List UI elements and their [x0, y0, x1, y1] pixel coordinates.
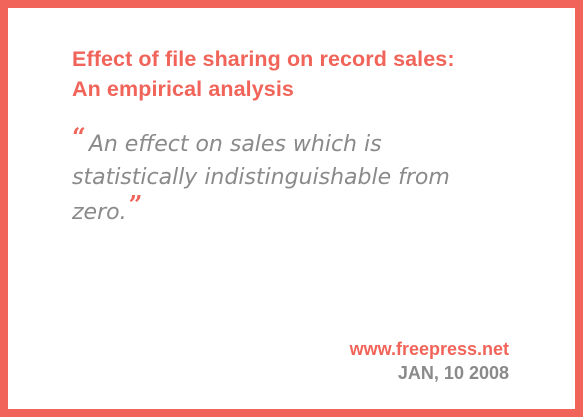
source-website: www.freepress.net [349, 339, 509, 359]
headline-line-2: An empirical analysis [72, 77, 294, 101]
headline-line-1: Effect of file sharing on record sales: [72, 47, 455, 71]
headline: Effect of file sharing on record sales: … [72, 44, 542, 104]
source-date: JAN, 10 2008 [397, 363, 509, 383]
quote-text: An effect on sales which is statisticall… [72, 132, 450, 225]
open-quote-mark: “ [72, 122, 86, 151]
close-quote-mark: ” [128, 190, 143, 219]
source-attribution: www.freepress.net JAN, 10 2008 [350, 337, 509, 385]
pull-quote: “An effect on sales which is statistical… [72, 122, 512, 229]
